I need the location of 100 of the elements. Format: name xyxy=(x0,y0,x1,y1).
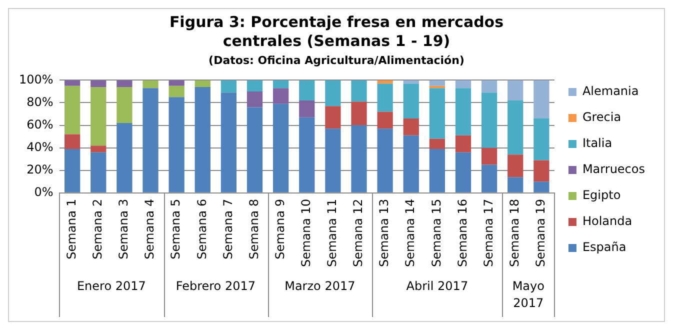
legend-label: Italia xyxy=(582,136,612,150)
x-tick-label: Semana 11 xyxy=(325,198,340,268)
text: Febrero 2017 xyxy=(176,279,256,294)
bar xyxy=(403,118,419,136)
bar xyxy=(168,97,184,192)
bar xyxy=(90,86,106,146)
bar xyxy=(220,80,237,93)
bar xyxy=(142,88,158,192)
bar xyxy=(481,164,498,192)
bar xyxy=(90,146,106,152)
bar xyxy=(116,123,132,192)
bar xyxy=(534,118,550,160)
bar xyxy=(246,80,263,92)
y-tick-label: 40% xyxy=(26,140,54,154)
legend-label: España xyxy=(582,240,626,254)
bar xyxy=(534,160,550,182)
bar xyxy=(299,117,315,192)
bar xyxy=(377,80,393,84)
x-tick-label: Semana 6 xyxy=(194,198,209,260)
x-tick-label: Semana 1 xyxy=(64,198,78,260)
bar xyxy=(90,80,106,87)
y-tick-label: 20% xyxy=(26,162,54,176)
bar xyxy=(455,80,472,88)
x-tick-label: Semana 13 xyxy=(377,198,392,268)
bar xyxy=(116,80,132,87)
x-tick-label: Semana 7 xyxy=(220,198,235,260)
bar xyxy=(534,80,550,119)
bar xyxy=(429,148,446,192)
bar xyxy=(325,128,341,192)
bar xyxy=(403,84,419,119)
bar xyxy=(508,80,524,100)
x-tick-label: Semana 2 xyxy=(90,198,105,260)
bar xyxy=(481,92,498,148)
bar xyxy=(194,80,210,87)
bar xyxy=(508,100,524,155)
x-tick-label: Semana 12 xyxy=(351,198,366,268)
legend-label: Alemania xyxy=(582,84,639,98)
text: Marzo 2017 xyxy=(284,279,356,294)
x-tick-label: Semana 19 xyxy=(534,198,548,268)
bar xyxy=(325,106,341,129)
bar xyxy=(116,86,132,124)
y-tick-label: 80% xyxy=(26,94,54,109)
bar xyxy=(508,177,524,192)
bar xyxy=(351,125,367,192)
text: Enero 2017 xyxy=(76,279,146,294)
bar xyxy=(325,80,341,106)
bar xyxy=(403,135,419,192)
x-tick-label: Semana 8 xyxy=(246,198,261,260)
bar xyxy=(64,86,80,134)
legend-label: Egipto xyxy=(582,188,621,202)
chart-subtitle: (Datos: Oficina Agricultura/Alimentación) xyxy=(208,54,466,67)
x-tick-label: Semana 15 xyxy=(429,198,444,268)
bar xyxy=(90,152,106,192)
bar xyxy=(64,80,80,86)
legend-label: Marruecos xyxy=(582,162,646,176)
x-tick-label: Semana 10 xyxy=(299,198,314,268)
bar xyxy=(142,80,158,88)
y-tick-label: 60% xyxy=(26,117,54,132)
bar xyxy=(481,80,498,93)
bar xyxy=(246,107,263,192)
bar xyxy=(64,148,80,192)
bar xyxy=(351,80,367,102)
bar xyxy=(273,80,289,88)
bar xyxy=(377,84,393,112)
bar xyxy=(455,152,472,192)
bar xyxy=(273,88,289,104)
bar xyxy=(377,112,393,129)
bar xyxy=(299,100,315,118)
text: Mayo 2017 xyxy=(512,279,544,310)
bar xyxy=(194,86,210,192)
chart-title: Figura 3: Porcentaje fresa en mercados centrales (Semanas 1 - 19) xyxy=(168,13,505,51)
x-tick-label: Semana 9 xyxy=(272,198,287,260)
x-tick-label: Semana 4 xyxy=(142,198,157,260)
y-tick-label: 0% xyxy=(34,185,54,200)
y-tick-label: 100% xyxy=(18,72,54,86)
x-tick-label: Semana 17 xyxy=(481,198,496,268)
x-tick-label: Semana 16 xyxy=(455,198,470,268)
bar xyxy=(246,91,263,108)
bar xyxy=(377,128,393,192)
bar xyxy=(429,138,446,149)
x-tick-label: Semana 3 xyxy=(116,198,131,260)
bar xyxy=(455,88,472,136)
bar xyxy=(508,154,524,178)
x-tick-label: Semana 5 xyxy=(168,198,183,260)
bar xyxy=(168,86,184,98)
bar xyxy=(299,80,315,100)
bar xyxy=(534,182,550,192)
bar xyxy=(273,104,289,192)
bar xyxy=(351,102,367,126)
x-tick-label: Semana 14 xyxy=(403,198,418,268)
bar xyxy=(481,148,498,165)
bar xyxy=(220,92,237,192)
legend-label: Holanda xyxy=(582,214,632,228)
bar xyxy=(429,88,446,139)
x-tick-label: Semana 18 xyxy=(507,198,522,268)
text: Abril 2017 xyxy=(406,279,468,294)
bar xyxy=(455,135,472,152)
bar xyxy=(429,80,446,86)
bar xyxy=(64,134,80,149)
bar xyxy=(168,80,184,86)
